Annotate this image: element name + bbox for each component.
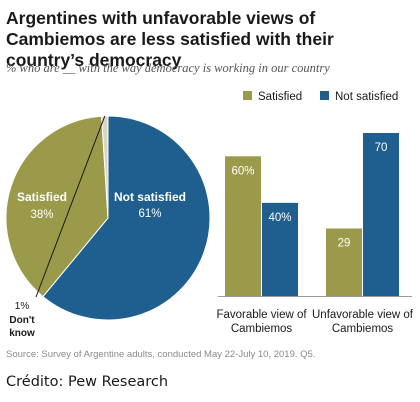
credit-line: Crédito: Pew Research — [6, 374, 169, 390]
bar-value-satisfied-favorable: 60% — [231, 165, 254, 177]
bar-satisfied-favorable — [225, 156, 261, 296]
pie-label-not-satisfied-name: Not satisfied — [114, 190, 186, 204]
pie-label-satisfied-value: 38% — [30, 209, 53, 221]
bar-value-not-satisfied-unfavorable: 70 — [375, 142, 388, 154]
chart-title: Argentines with unfavorable views of Cam… — [6, 8, 334, 70]
legend-label-satisfied: Satisfied — [258, 91, 302, 103]
chart-subtitle: % who are __ with the way democracy is w… — [6, 61, 330, 75]
bar-not-satisfied-unfavorable — [363, 133, 399, 296]
bar-value-satisfied-unfavorable: 29 — [338, 237, 351, 249]
bar-satisfied-unfavorable — [326, 228, 362, 296]
bar-not-satisfied-favorable — [262, 202, 298, 296]
pie-label-satisfied-name: Satisfied — [17, 190, 67, 204]
category-label-favorable-line1: Favorable view of — [216, 309, 307, 321]
bar-value-not-satisfied-favorable: 40% — [268, 212, 291, 224]
category-label-favorable-line2: Cambiemos — [231, 323, 293, 335]
pie-leader-dont-know — [35, 115, 106, 298]
pie-label-dont-know-line2: know — [9, 328, 35, 339]
pie-label-not-satisfied-value: 61% — [138, 208, 161, 220]
legend-label-not-satisfied: Not satisfied — [335, 91, 398, 103]
pie-slice-not-satisfied — [42, 115, 211, 321]
legend-swatch-not-satisfied — [320, 91, 329, 100]
category-label-unfavorable-line1: Unfavorable view of — [312, 309, 414, 321]
category-label-unfavorable-line2: Cambiemos — [332, 323, 394, 335]
pie-label-dont-know-value: 1% — [15, 301, 30, 312]
pie-label-dont-know-line1: Don't — [9, 315, 35, 326]
pie-slice-satisfied — [5, 115, 109, 298]
source-note: Source: Survey of Argentine adults, cond… — [6, 349, 316, 360]
legend-swatch-satisfied — [243, 91, 252, 100]
